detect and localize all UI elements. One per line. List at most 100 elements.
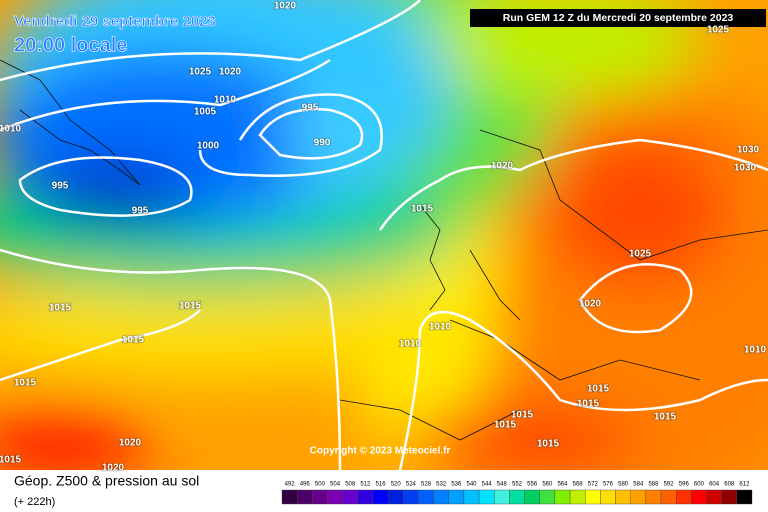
isobar [198, 93, 383, 177]
isobar-label: 990 [314, 138, 331, 149]
isobar-label: 1015 [0, 455, 22, 466]
scale-label: 536 [451, 482, 462, 488]
scale-swatch [691, 489, 707, 505]
coastline [0, 59, 768, 441]
isobar-label: 1015 [122, 335, 145, 346]
isobar-label: 1015 [494, 420, 517, 431]
isobar-label: 1000 [197, 141, 220, 152]
isobar-label: 1015 [411, 204, 434, 215]
isobar [0, 58, 331, 132]
isobar [0, 309, 201, 382]
scale-swatch [312, 489, 328, 505]
scale-swatch [387, 489, 404, 505]
isobar-label: 995 [132, 206, 149, 217]
scale-swatch [433, 489, 449, 505]
isobar-label: 1010 [399, 339, 422, 350]
scale-swatch [494, 489, 510, 505]
scale-label: 604 [709, 482, 720, 488]
forecast-date: Vendredi 29 septembre 2023 [14, 13, 216, 30]
isobar [398, 310, 768, 470]
isobar [0, 0, 421, 82]
isobar [378, 138, 768, 231]
scale-swatch [463, 489, 480, 505]
scale-swatch [478, 489, 495, 505]
scale-label: 532 [436, 482, 447, 488]
isobar-label: 1020 [102, 463, 125, 474]
legend-title: Géop. Z500 & pression au sol [14, 473, 199, 489]
scale-label: 500 [315, 482, 326, 488]
scale-swatch [600, 489, 616, 505]
scale-swatch [342, 489, 359, 505]
scale-swatch [448, 489, 465, 505]
isobar-label: 1005 [194, 107, 217, 118]
scale-label: 576 [603, 482, 614, 488]
scale-swatch [585, 489, 601, 505]
isobar-label: 995 [302, 103, 319, 114]
scale-label: 512 [360, 482, 371, 488]
isobar-label: 1015 [537, 439, 560, 450]
run-info: Run GEM 12 Z du Mercredi 20 septembre 20… [503, 12, 734, 24]
isobar-label: 1010 [744, 345, 767, 356]
isobar-label: 1020 [491, 161, 514, 172]
scale-swatch [706, 489, 722, 505]
isobar [578, 263, 693, 334]
scale-swatch [554, 489, 571, 505]
scale-label: 612 [739, 482, 750, 488]
scale-swatch [509, 489, 525, 505]
scale-swatch [327, 489, 343, 505]
scale-swatch [372, 489, 389, 505]
scale-label: 584 [633, 482, 644, 488]
isobar [0, 248, 342, 470]
scale-swatch [418, 489, 434, 505]
scale-swatch [615, 489, 631, 505]
scale-swatch [721, 489, 738, 505]
scale-label: 596 [679, 482, 690, 488]
scale-swatch [296, 489, 313, 505]
copyright: Copyright © 2023 Meteociel.fr [310, 446, 451, 457]
scale-label: 560 [542, 482, 553, 488]
isobar-label: 995 [52, 181, 69, 192]
scale-label: 572 [588, 482, 599, 488]
isobar-label: 1015 [179, 301, 202, 312]
scale-swatch [675, 489, 692, 505]
color-scale: 492 496 500 504 508 512 516 520 524 528 532 536 540 5… [281, 482, 753, 505]
scale-label: 544 [482, 482, 493, 488]
isobar-label: 1025 [189, 67, 212, 78]
scale-swatch [645, 489, 662, 505]
scale-label: 504 [330, 482, 341, 488]
scale-label: 508 [345, 482, 356, 488]
run-banner [470, 9, 766, 27]
scale-label: 568 [573, 482, 584, 488]
isobar-label: 1020 [579, 299, 602, 310]
scale-label: 516 [376, 482, 387, 488]
scale-swatch [569, 489, 586, 505]
isobar-label: 1010 [0, 124, 22, 135]
scale-label: 540 [467, 482, 478, 488]
lead-time: (+ 222h) [14, 496, 55, 508]
isobar [18, 156, 193, 217]
scale-label: 588 [648, 482, 659, 488]
scale-label: 548 [497, 482, 508, 488]
scale-swatch [403, 489, 419, 505]
scale-label: 600 [694, 482, 705, 488]
isobar-label: 1020 [219, 67, 242, 78]
scale-label: 520 [391, 482, 402, 488]
forecast-time: 20:00 locale [14, 34, 127, 56]
scale-swatch [660, 489, 677, 505]
isobar-label: 1015 [654, 412, 677, 423]
isobar-label: 1010 [214, 95, 237, 106]
isobar-label: 1010 [429, 322, 452, 333]
scale-label: 524 [406, 482, 417, 488]
scale-label: 556 [527, 482, 538, 488]
isobar-label: 1025 [629, 249, 652, 260]
isobar [258, 108, 364, 160]
scale-label: 592 [664, 482, 675, 488]
scale-swatch [357, 489, 374, 505]
isobar-label: 1015 [577, 399, 600, 410]
isobar-label: 1015 [587, 384, 610, 395]
isobar-label: 1030 [734, 163, 757, 174]
isobar-label: 1020 [119, 438, 142, 449]
scale-label: 608 [724, 482, 735, 488]
